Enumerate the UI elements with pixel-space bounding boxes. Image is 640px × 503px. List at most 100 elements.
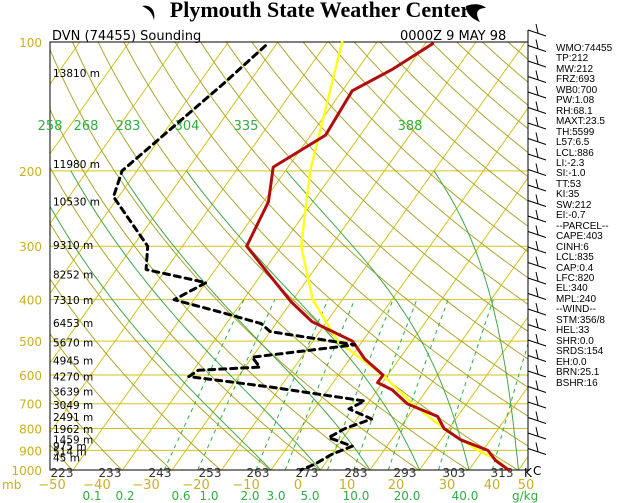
wind-barb bbox=[527, 122, 547, 130]
temperature-profile-line bbox=[245, 42, 511, 472]
theta-tick-label: 283 bbox=[345, 466, 368, 480]
wind-barb-flag bbox=[535, 147, 539, 158]
wind-barb bbox=[527, 277, 547, 285]
wind-barb-flag bbox=[535, 23, 539, 34]
right-swirl-icon bbox=[466, 4, 486, 22]
index-item: PW:1.08 bbox=[556, 95, 595, 107]
dewpoint-profile-line bbox=[112, 44, 374, 472]
dry-adiabat-line bbox=[328, 42, 528, 227]
wind-barb-flag bbox=[535, 302, 539, 313]
height-label: 1459 m bbox=[53, 435, 93, 447]
isotherm-line bbox=[50, 42, 328, 434]
index-item: LI:-2.3 bbox=[556, 157, 585, 169]
index-item: SHR:0.0 bbox=[556, 335, 594, 347]
wind-barb bbox=[527, 262, 547, 269]
wind-barb-flag bbox=[535, 209, 539, 220]
index-item: CAPE:403 bbox=[556, 231, 603, 243]
height-label: 975 m bbox=[53, 441, 87, 453]
mixing-ratio-line bbox=[353, 299, 418, 470]
mixing-ratio-line bbox=[438, 299, 494, 470]
wind-barb-flag bbox=[535, 70, 539, 80]
height-label: 45 m bbox=[53, 453, 80, 465]
mixing-ratio-tick-label: 20.0 bbox=[394, 489, 421, 503]
index-item: L57:6.5 bbox=[556, 137, 590, 149]
mixing-ratio-tick-label: 0.1 bbox=[82, 489, 101, 503]
mixing-ratio-tick-label: 2.0 bbox=[240, 489, 259, 503]
dry-adiabat-line bbox=[225, 42, 528, 332]
wind-barb bbox=[527, 76, 547, 83]
pressure-tick-label: 300 bbox=[19, 240, 42, 254]
wind-barb bbox=[527, 355, 547, 362]
mixing-ratio-tick-label: 5.0 bbox=[300, 489, 319, 503]
index-item: MW:212 bbox=[556, 63, 594, 75]
wind-barb bbox=[527, 200, 547, 207]
temperature-tick-label: 0 bbox=[294, 478, 302, 493]
index-item: BRN:25.1 bbox=[556, 367, 600, 379]
index-item: EI:-0.7 bbox=[556, 210, 586, 222]
temperature-tick-label: 20 bbox=[388, 478, 405, 493]
wind-barb-flag bbox=[535, 178, 539, 189]
index-item: TT:53 bbox=[556, 178, 582, 190]
isotherm-line bbox=[50, 42, 229, 295]
height-label: 5670 m bbox=[53, 338, 93, 350]
dry-adiabat-line bbox=[50, 222, 271, 470]
wind-barb-flag bbox=[535, 271, 539, 282]
wind-barb bbox=[527, 184, 547, 192]
wind-barb-flag bbox=[535, 39, 539, 49]
pressure-tick-label: 200 bbox=[19, 165, 42, 179]
temperature-tick-label: 10 bbox=[339, 478, 356, 493]
height-label: 3639 m bbox=[53, 386, 93, 398]
isotherm-line bbox=[320, 176, 528, 470]
sounding-station-label: DVN (74455) Sounding bbox=[52, 29, 201, 44]
height-label: 3049 m bbox=[53, 400, 93, 412]
height-label: 6453 m bbox=[53, 318, 93, 330]
dry-adiabat-line bbox=[277, 42, 528, 279]
dry-adiabat-line bbox=[148, 42, 528, 417]
plot-frame bbox=[49, 41, 529, 471]
mixing-ratio-tick-label: 40.0 bbox=[452, 489, 479, 503]
pressure-tick-label: 1000 bbox=[11, 464, 42, 478]
isotherm-line bbox=[72, 42, 378, 470]
wind-barb-flag bbox=[535, 349, 539, 359]
dry-adiabat-line bbox=[251, 42, 528, 305]
wind-barb-column bbox=[527, 23, 547, 470]
theta-tick-label: 313 bbox=[491, 466, 514, 480]
wind-barb-flag bbox=[535, 411, 539, 421]
index-item: CINH:6 bbox=[556, 241, 589, 253]
index-item: SI:-1.0 bbox=[556, 168, 586, 180]
mixing-ratio-tick-label: 0.2 bbox=[115, 489, 134, 503]
index-item: LCL:886 bbox=[556, 147, 594, 159]
index-item: TH:5599 bbox=[556, 126, 595, 138]
mixing-ratio-tick-label: 3.0 bbox=[266, 489, 285, 503]
pressure-tick-label: 600 bbox=[19, 369, 42, 383]
moist-adiabat-line bbox=[185, 170, 420, 470]
index-item: --PARCEL-- bbox=[556, 220, 609, 232]
theta-e-tick-label: 335 bbox=[234, 119, 259, 134]
theta-tick-label: 253 bbox=[199, 466, 222, 480]
isotherm-line bbox=[419, 316, 528, 470]
index-item: LCL:835 bbox=[556, 252, 594, 264]
index-item: CAP:0.4 bbox=[556, 262, 594, 274]
pressure-tick-label: 100 bbox=[19, 36, 42, 50]
temperature-tick-label: −50 bbox=[38, 478, 65, 493]
index-item: MAXT:23.5 bbox=[556, 116, 605, 128]
temperature-tick-label: −30 bbox=[132, 478, 159, 493]
height-label: 9310 m bbox=[53, 240, 93, 252]
isotherm-line bbox=[50, 42, 130, 155]
theta-e-tick-label: 304 bbox=[175, 119, 200, 134]
page-title: Plymouth State Weather Center bbox=[169, 0, 471, 22]
mixing-ratio-line bbox=[491, 342, 528, 470]
wind-barb-flag bbox=[535, 287, 539, 297]
wind-barb-flag bbox=[535, 163, 539, 173]
temperature-tick-label: −10 bbox=[232, 478, 259, 493]
index-item: EL:340 bbox=[556, 283, 588, 295]
isotherm-line bbox=[122, 42, 427, 470]
dry-adiabat-line bbox=[50, 48, 420, 470]
wind-barb bbox=[527, 324, 547, 331]
theta-e-tick-label: 388 bbox=[398, 119, 423, 134]
index-item: KI:35 bbox=[556, 189, 580, 201]
height-label: 8252 m bbox=[53, 269, 93, 281]
wind-barb-flag bbox=[535, 442, 539, 452]
mixing-ratio-line bbox=[163, 299, 245, 470]
